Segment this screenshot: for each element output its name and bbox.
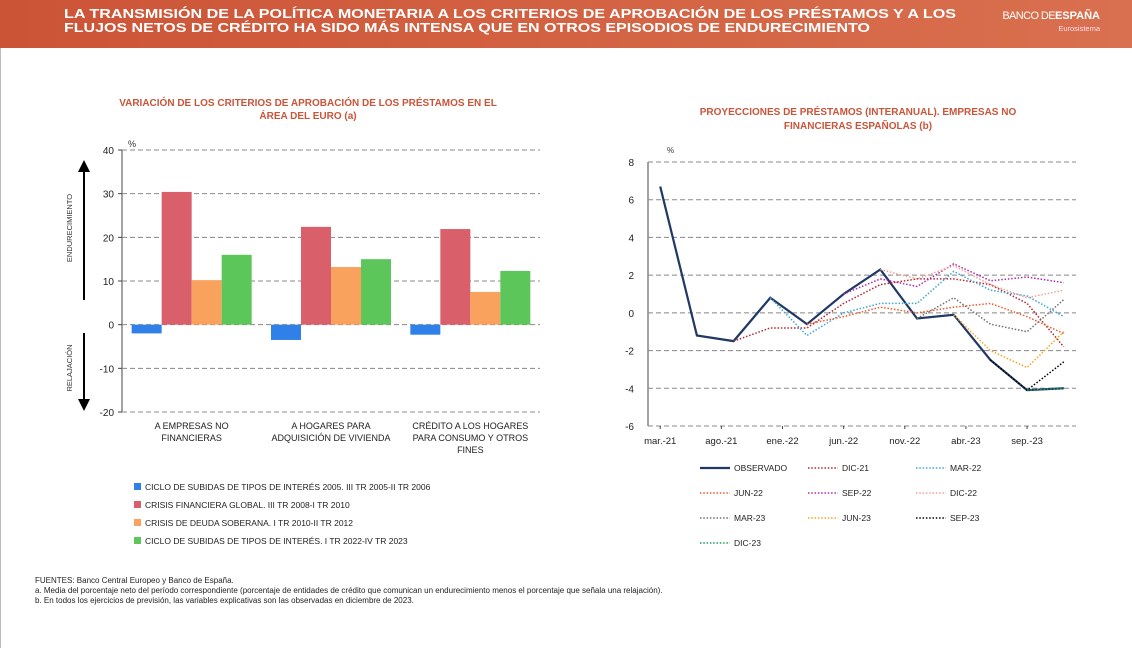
logo-light: BANCO DE xyxy=(1002,10,1055,22)
header-bar xyxy=(0,0,1132,48)
y-tick-label: 8 xyxy=(628,158,634,169)
bar xyxy=(301,226,331,325)
line xyxy=(843,262,1064,295)
y-tick-label: 6 xyxy=(628,196,634,207)
logo-sub: Eurosistema xyxy=(1058,24,1101,33)
legend-label: CRISIS DE DEUDA SOBERANA. I TR 2010-II T… xyxy=(145,518,353,528)
y-tick-label: 20 xyxy=(103,233,115,244)
legend-label: JUN-22 xyxy=(734,488,763,498)
x-tick-label: nov.-22 xyxy=(889,436,920,447)
y-tick-label: 30 xyxy=(103,190,115,201)
y-tick-label: 4 xyxy=(628,233,634,244)
legend-label: JUN-23 xyxy=(842,513,871,523)
line xyxy=(916,296,1065,333)
x-tick-label: A EMPRESAS NO FINANCIERAS xyxy=(154,421,229,443)
legend-swatch xyxy=(134,519,141,526)
y-tick-label: -6 xyxy=(625,422,634,433)
line xyxy=(806,302,1065,335)
x-tick-label: abr.-23 xyxy=(951,436,981,447)
y-unit: % xyxy=(667,146,674,155)
y-tick-label: -2 xyxy=(625,347,634,358)
bar xyxy=(361,259,391,325)
line xyxy=(733,278,1065,348)
chart-title: ÁREA DEL EURO (a) xyxy=(259,109,356,122)
bar xyxy=(161,191,192,325)
bar xyxy=(131,324,162,334)
x-tick-label: CRÉDITO A LOS HOGARES PARA CONSUMO Y OTR… xyxy=(412,421,529,455)
header-title: FLUJOS NETOS DE CRÉDITO HA SIDO MÁS INTE… xyxy=(64,20,870,35)
line xyxy=(880,264,1064,299)
legend-label: CRISIS FINANCIERA GLOBAL. III TR 2008-I … xyxy=(145,500,350,510)
bar xyxy=(440,229,471,325)
bar xyxy=(410,324,441,335)
y-tick-label: -10 xyxy=(100,364,115,375)
header-title: LA TRANSMISIÓN DE LA POLÍTICA MONETARIA … xyxy=(64,6,956,21)
chart-title: FINANCIERAS ESPAÑOLAS (b) xyxy=(784,119,932,132)
y-tick-label: 10 xyxy=(103,277,115,288)
y-tick-label: -20 xyxy=(100,408,115,419)
legend-swatch xyxy=(134,483,141,490)
legend-label: CICLO DE SUBIDAS DE TIPOS DE INTERÉS 200… xyxy=(145,482,431,492)
footnote: FUENTES: Banco Central Europeo y Banco d… xyxy=(35,576,234,585)
annotation: ENDURECIMIENTO xyxy=(65,194,74,262)
legend-swatch xyxy=(134,537,141,544)
legend-label: CICLO DE SUBIDAS DE TIPOS DE INTERÉS. I … xyxy=(145,536,408,546)
bar xyxy=(221,254,252,325)
bar xyxy=(191,280,222,325)
bar xyxy=(331,267,361,325)
footnote: a. Media del porcentaje neto del período… xyxy=(35,586,663,595)
chart-title: PROYECCIONES DE PRÉSTAMOS (INTERANUAL). … xyxy=(700,105,1017,118)
x-tick-label: ago.-21 xyxy=(705,436,737,447)
y-tick-label: 0 xyxy=(628,309,634,320)
x-tick-label: jun.-22 xyxy=(828,436,858,447)
line xyxy=(1027,387,1064,391)
x-tick-label: A HOGARES PARA ADQUISICIÓN DE VIVIENDA xyxy=(271,421,391,443)
y-tick-label: 0 xyxy=(108,321,114,332)
y-unit: % xyxy=(128,139,136,149)
footnote: b. En todos los ejercicios de previsión,… xyxy=(35,596,414,605)
y-tick-label: -4 xyxy=(625,384,634,395)
y-tick-label: 2 xyxy=(628,271,634,282)
legend-label: DIC-23 xyxy=(734,538,761,548)
line xyxy=(989,359,1065,392)
legend-label: MAR-23 xyxy=(734,513,765,523)
x-tick-label: ene.-22 xyxy=(766,436,798,447)
line xyxy=(953,314,1065,369)
legend-label: DIC-21 xyxy=(842,463,869,473)
legend-label: SEP-22 xyxy=(842,488,872,498)
line xyxy=(659,186,1064,392)
logo: BANCO DEESPAÑA xyxy=(1002,9,1100,22)
chart-title: VARIACIÓN DE LOS CRITERIOS DE APROBACIÓN… xyxy=(119,96,497,109)
annotation: RELAJACIÓN xyxy=(65,344,74,391)
x-tick-label: sep.-23 xyxy=(1011,436,1043,447)
bar xyxy=(500,270,531,325)
bar xyxy=(470,291,501,325)
bar xyxy=(271,324,301,340)
legend-label: SEP-23 xyxy=(950,513,980,523)
logo-bold: ESPAÑA xyxy=(1055,9,1100,22)
x-tick-label: mar.-21 xyxy=(644,436,676,447)
legend-label: OBSERVADO xyxy=(734,463,787,473)
legend-label: DIC-22 xyxy=(950,488,977,498)
legend-label: MAR-22 xyxy=(950,463,981,473)
line xyxy=(769,270,1065,337)
legend-swatch xyxy=(134,501,141,508)
y-tick-label: 40 xyxy=(103,146,115,157)
